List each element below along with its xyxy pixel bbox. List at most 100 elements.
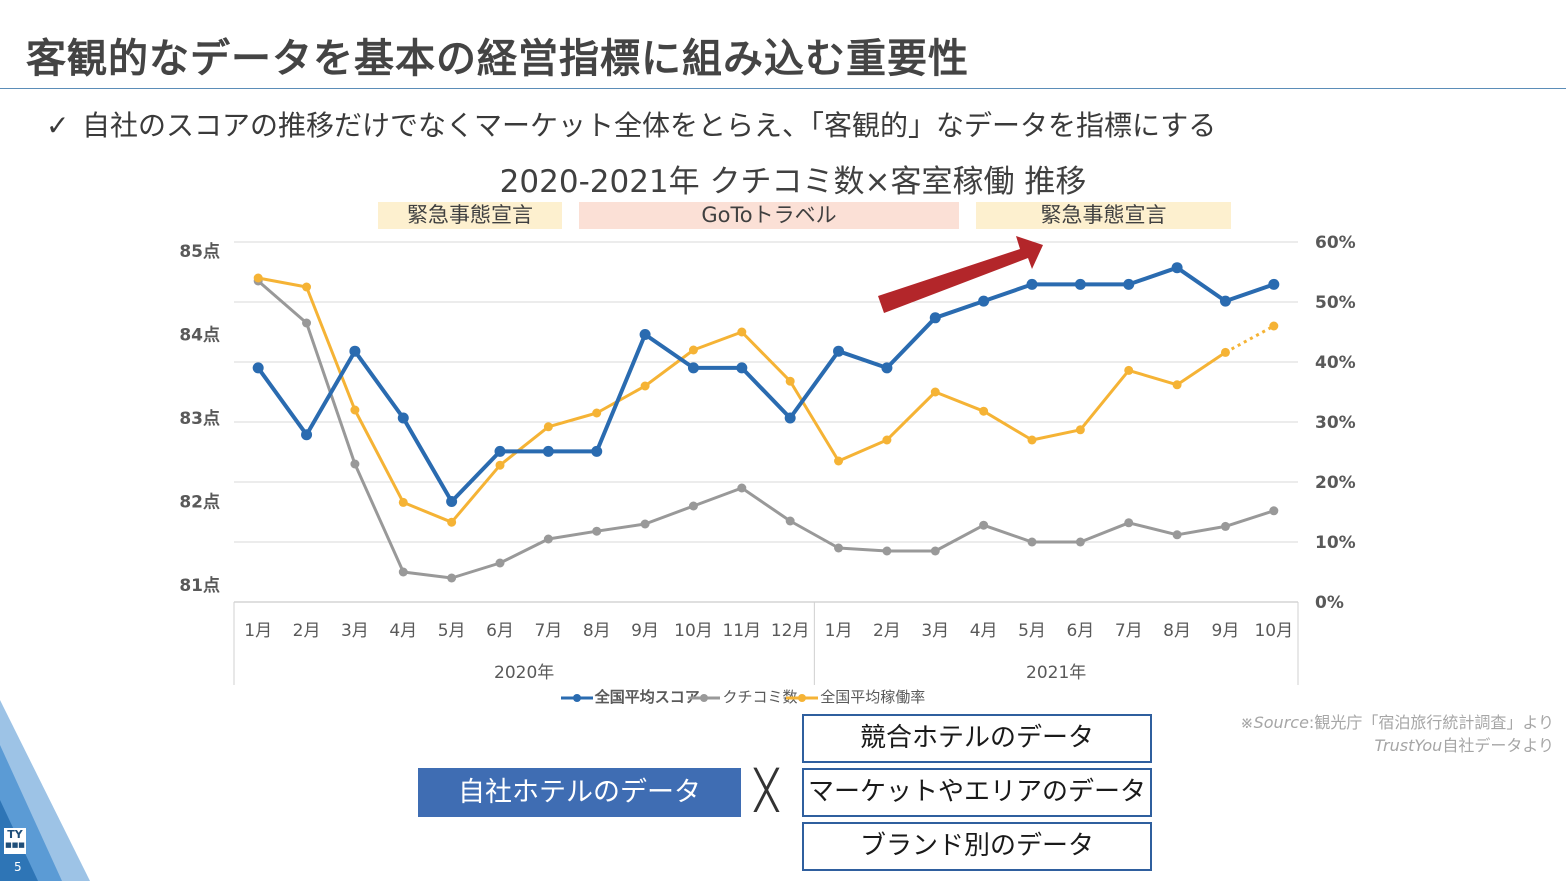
source-line-1: ※Source:観光庁「宿泊旅行統計調査」より — [1240, 711, 1554, 734]
bullet-point: ✓ 自社のスコアの推移だけでなくマーケット全体をとらえ、「客観的」なデータを指標に… — [46, 104, 1216, 144]
data-point — [687, 362, 699, 374]
legend-label-reviews: クチコミ数 — [722, 688, 798, 706]
x-group-label: 2020年 — [494, 663, 554, 683]
data-point — [1027, 435, 1037, 445]
data-point — [494, 445, 506, 457]
y-right-tick-label: 0% — [1315, 593, 1344, 613]
series-line-projection — [1224, 324, 1275, 354]
data-point — [1269, 506, 1279, 516]
data-point — [1219, 295, 1231, 307]
logo-dots-icon: ■■■ — [5, 841, 25, 849]
trend-arrow-icon — [878, 236, 1043, 313]
own-hotel-data-box: 自社ホテルのデータ — [418, 768, 741, 817]
y-left-tick-label: 84点 — [179, 325, 220, 346]
source-note: ※Source:観光庁「宿泊旅行統計調査」より TrustYou自社データより — [1240, 711, 1554, 757]
data-point — [978, 295, 990, 307]
data-point — [398, 567, 408, 577]
x-tick-label: 6月 — [1066, 621, 1094, 641]
data-point — [882, 546, 892, 556]
y-left-tick-label: 82点 — [179, 492, 220, 513]
data-point — [543, 534, 553, 544]
data-point — [737, 327, 747, 337]
data-point — [881, 362, 893, 374]
data-point — [350, 459, 360, 469]
data-point — [640, 519, 650, 529]
data-point — [1026, 278, 1038, 290]
data-point — [1269, 321, 1279, 331]
data-point — [640, 381, 650, 391]
data-point — [1220, 347, 1230, 357]
y-right-tick-label: 40% — [1315, 353, 1356, 373]
y-right-tick-label: 10% — [1315, 533, 1356, 553]
x-tick-label: 4月 — [389, 621, 417, 641]
multiply-icon: ╳ — [755, 768, 778, 812]
data-point — [543, 422, 553, 432]
x-tick-label: 10月 — [674, 621, 713, 641]
data-point — [833, 345, 845, 357]
data-point — [446, 496, 458, 507]
y-right-tick-label: 30% — [1315, 413, 1356, 433]
data-point — [1124, 518, 1134, 528]
data-point — [542, 445, 554, 457]
series-line — [256, 265, 1275, 504]
data-point — [1124, 365, 1134, 375]
data-point — [736, 362, 748, 374]
x-tick-label: 1月 — [825, 621, 853, 641]
x-tick-label: 5月 — [1018, 621, 1046, 641]
legend-label-occupancy: 全国平均稼働率 — [820, 688, 926, 706]
legend-swatch-reviews — [688, 693, 721, 702]
data-point — [1075, 425, 1085, 435]
company-logo: TY ■■■ — [4, 828, 26, 854]
x-tick-label: 3月 — [341, 621, 369, 641]
data-point — [495, 558, 505, 568]
x-group-label: 2021年 — [1026, 663, 1086, 683]
data-point — [253, 273, 263, 283]
band-emergency-2: 緊急事態宣言 — [976, 202, 1231, 229]
x-tick-label: 8月 — [1163, 621, 1191, 641]
y-left-tick-label: 81点 — [179, 575, 220, 596]
legend-item-reviews: クチコミ数 — [688, 686, 798, 708]
x-tick-label: 1月 — [244, 621, 272, 641]
x-tick-label: 10月 — [1254, 621, 1293, 641]
x-tick-label: 7月 — [534, 621, 562, 641]
data-point — [639, 329, 651, 340]
x-tick-label: 9月 — [1212, 621, 1240, 641]
y-left-tick-label: 85点 — [179, 241, 220, 262]
x-tick-label: 7月 — [1115, 621, 1143, 641]
source-prefix: ※Source — [1240, 713, 1309, 732]
legend-item-occupancy: 全国平均稼働率 — [786, 686, 925, 708]
checkmark-icon: ✓ — [46, 109, 70, 142]
data-point — [349, 345, 361, 357]
source-line-1-text: :観光庁「宿泊旅行統計調査」より — [1308, 713, 1554, 732]
y-left-tick-label: 83点 — [179, 408, 220, 429]
x-tick-label: 12月 — [771, 621, 810, 641]
page-number: 5 — [14, 860, 22, 874]
data-point — [1075, 537, 1085, 547]
x-tick-label: 5月 — [438, 621, 466, 641]
x-tick-label: 8月 — [583, 621, 611, 641]
y-right-tick-label: 60% — [1315, 233, 1356, 253]
data-point — [447, 517, 457, 527]
data-point — [784, 412, 796, 424]
legend-swatch-occupancy — [786, 693, 819, 702]
data-point — [785, 376, 795, 386]
data-point — [1220, 521, 1230, 531]
competitor-data-box: 競合ホテルのデータ — [802, 714, 1152, 763]
x-tick-label: 11月 — [722, 621, 761, 641]
line-chart: 0% 10% 20% 30% 40% 50% 60% 81点 82点 83点 84点 85点 2020年… — [179, 233, 1356, 685]
legend-swatch-score — [560, 693, 593, 702]
y-right-tick-label: 50% — [1315, 293, 1356, 313]
source-line-2-text: 自社データより — [1442, 736, 1554, 755]
data-point — [1027, 537, 1037, 547]
data-point — [302, 318, 312, 328]
data-point — [834, 543, 844, 553]
band-goto-travel: GoToトラベル — [579, 202, 959, 229]
data-point — [688, 345, 698, 355]
data-point — [930, 546, 940, 556]
data-point — [1172, 380, 1182, 390]
x-tick-label: 9月 — [631, 621, 659, 641]
y-right-tick-label: 20% — [1315, 473, 1356, 493]
market-area-data-box: マーケットやエリアのデータ — [802, 768, 1152, 817]
logo-text: TY — [7, 828, 23, 841]
brand-data-box: ブランド別のデータ — [802, 822, 1152, 871]
